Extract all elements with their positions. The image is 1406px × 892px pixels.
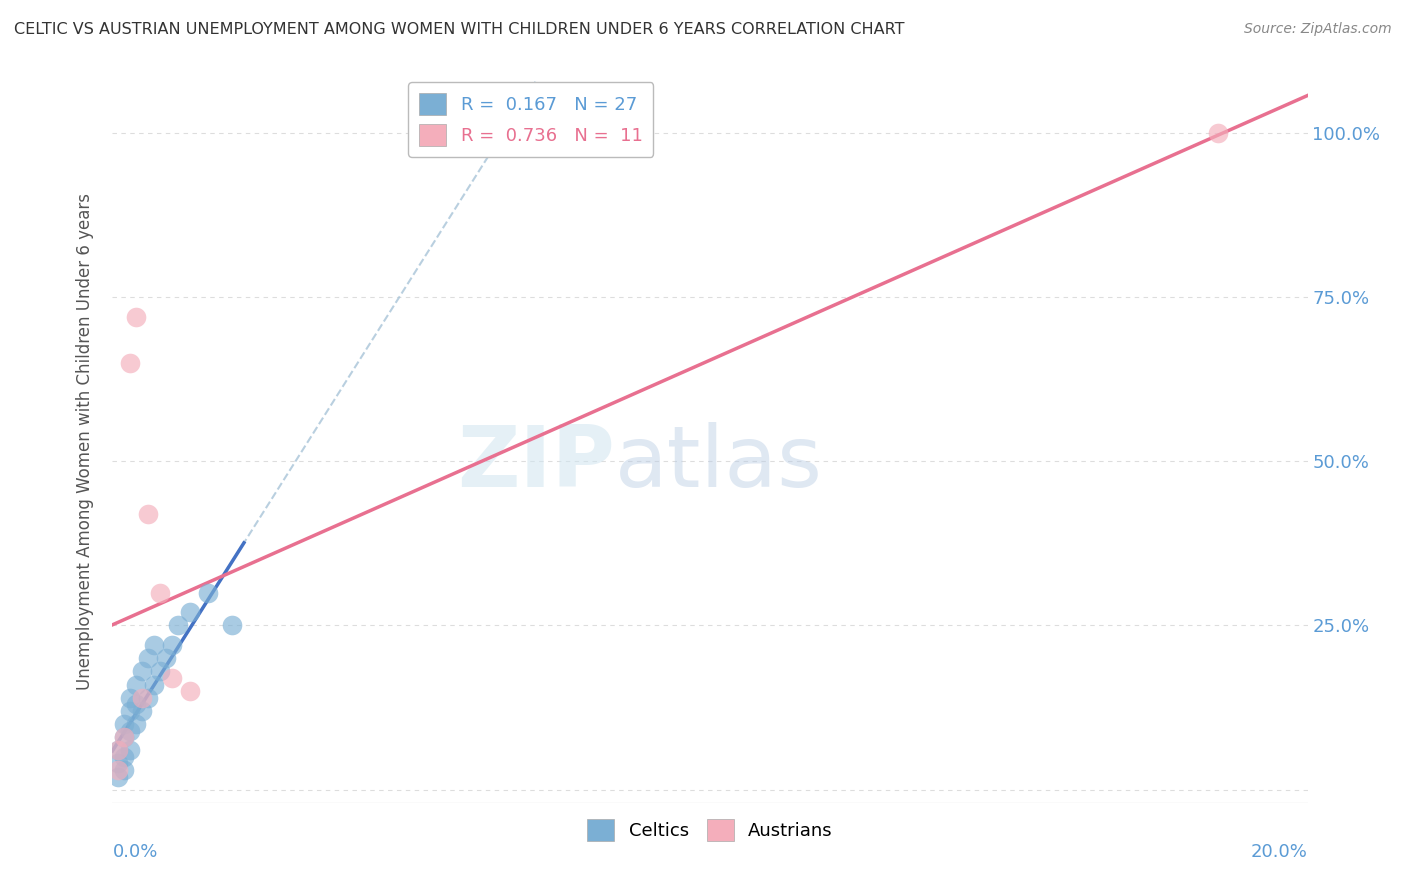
Point xyxy=(179,605,201,619)
Point xyxy=(120,704,142,718)
Point xyxy=(149,665,172,679)
Point xyxy=(107,743,129,757)
Point xyxy=(162,671,183,685)
Y-axis label: Unemployment Among Women with Children Under 6 years: Unemployment Among Women with Children U… xyxy=(76,193,94,690)
Point xyxy=(167,618,190,632)
Point xyxy=(114,763,135,777)
Point xyxy=(149,585,172,599)
Text: Source: ZipAtlas.com: Source: ZipAtlas.com xyxy=(1244,22,1392,37)
Legend: Celtics, Austrians: Celtics, Austrians xyxy=(579,812,841,848)
Point xyxy=(197,585,219,599)
Point xyxy=(138,507,160,521)
Point xyxy=(114,749,135,764)
Point xyxy=(143,677,166,691)
Point xyxy=(107,770,129,784)
Point xyxy=(120,356,142,370)
Point xyxy=(120,743,142,757)
Text: ZIP: ZIP xyxy=(457,422,614,505)
Point xyxy=(138,690,160,705)
Point xyxy=(107,743,129,757)
Point xyxy=(120,723,142,738)
Point xyxy=(143,638,166,652)
Point xyxy=(114,717,135,731)
Point xyxy=(114,730,135,744)
Point xyxy=(114,730,135,744)
Text: CELTIC VS AUSTRIAN UNEMPLOYMENT AMONG WOMEN WITH CHILDREN UNDER 6 YEARS CORRELAT: CELTIC VS AUSTRIAN UNEMPLOYMENT AMONG WO… xyxy=(14,22,904,37)
Point xyxy=(107,756,129,771)
Point xyxy=(138,651,160,665)
Text: atlas: atlas xyxy=(614,422,823,505)
Point xyxy=(125,677,148,691)
Point xyxy=(179,684,201,698)
Point xyxy=(221,618,243,632)
Point xyxy=(155,651,177,665)
Point xyxy=(125,717,148,731)
Point xyxy=(131,665,153,679)
Point xyxy=(125,310,148,324)
Point xyxy=(131,704,153,718)
Point xyxy=(125,698,148,712)
Point xyxy=(120,690,142,705)
Text: 20.0%: 20.0% xyxy=(1251,843,1308,861)
Point xyxy=(162,638,183,652)
Point xyxy=(1206,126,1229,140)
Point xyxy=(131,690,153,705)
Text: 0.0%: 0.0% xyxy=(112,843,157,861)
Point xyxy=(107,763,129,777)
